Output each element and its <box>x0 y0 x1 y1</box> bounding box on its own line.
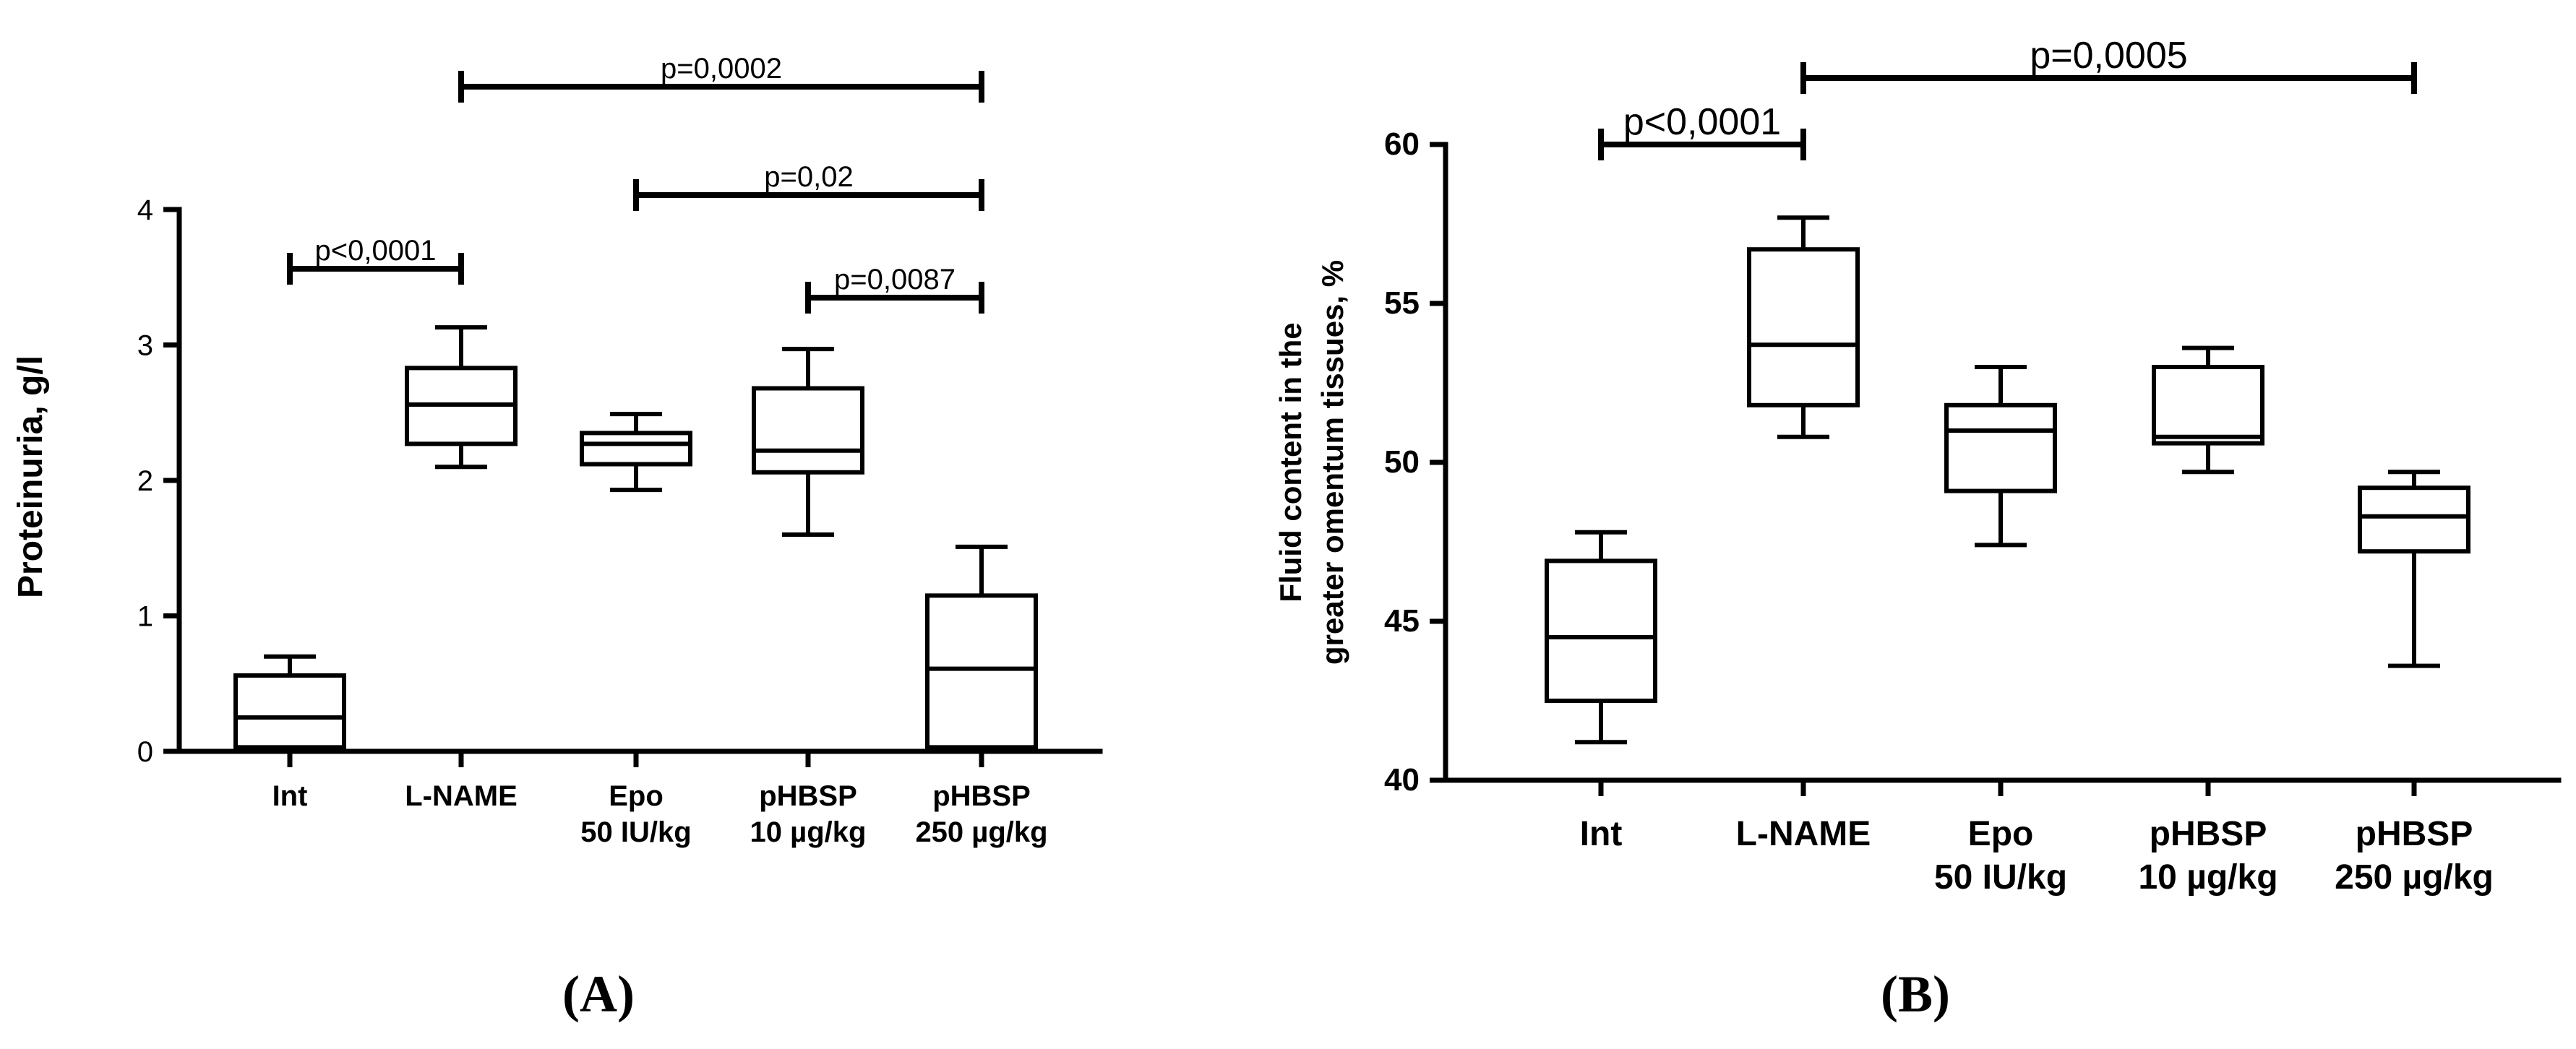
y-axis-label: Fluid content in the greater omentum tiss… <box>1274 260 1349 665</box>
category-label: 50 IU/kg <box>1934 858 2067 897</box>
significance-bracket: p=0,0087 <box>805 264 984 314</box>
iqr-box <box>1545 558 1657 704</box>
box-plot <box>405 325 518 470</box>
p-value-label: p<0,0001 <box>1623 101 1781 143</box>
category-label: 10 µg/kg <box>750 816 867 848</box>
category-label: Epo <box>609 780 664 812</box>
p-value-label: p=0,02 <box>764 161 853 193</box>
y-tick-label: 1 <box>137 601 153 633</box>
box-plot <box>925 544 1038 751</box>
category-label: L-NAME <box>1736 815 1871 853</box>
category-label: pHBSP <box>932 780 1031 812</box>
iqr-box <box>1944 402 2057 493</box>
panel-label: (A) <box>562 965 635 1023</box>
significance-bracket: p=0,02 <box>633 161 984 211</box>
category-label: 250 µg/kg <box>915 816 1047 848</box>
box-plot <box>1545 530 1657 745</box>
chart-panel-a: 0 1 2 3 4 Proteinuria, g/l Int L-NAME Epo 50 IU/k… <box>12 53 1103 1023</box>
y-axis-label: Proteinuria, g/l <box>12 355 50 598</box>
iqr-box <box>580 431 692 467</box>
chart-panel-b: 40 45 50 55 60 Fluid content in the greater om… <box>1274 35 2562 1023</box>
iqr-box <box>752 386 864 475</box>
category-label: 250 µg/kg <box>2335 858 2494 897</box>
box-plot <box>1944 365 2057 548</box>
p-value-label: p<0,0001 <box>315 235 437 267</box>
iqr-box <box>233 673 346 750</box>
panel-label: (B) <box>1881 965 1950 1023</box>
y-tick-label: 2 <box>137 465 153 497</box>
category-label: L-NAME <box>405 780 518 812</box>
p-value-label: p=0,0002 <box>661 53 782 85</box>
y-tick-label: 50 <box>1384 444 1420 480</box>
category-label: Int <box>1580 815 1623 853</box>
box-plot <box>233 654 346 751</box>
category-label: Int <box>272 780 308 812</box>
y-tick-label: 0 <box>137 736 153 768</box>
iqr-box <box>1747 247 1860 407</box>
iqr-box <box>2358 485 2470 554</box>
box-plot <box>2152 345 2264 475</box>
iqr-box <box>925 593 1038 750</box>
box-plot <box>2358 470 2470 668</box>
category-label: Epo <box>1968 815 2034 853</box>
category-label: pHBSP <box>2150 815 2267 853</box>
significance-bracket: p<0,0001 <box>1598 101 1806 160</box>
y-tick-label: 55 <box>1384 285 1420 321</box>
box-plot <box>580 412 692 493</box>
y-tick-label: 3 <box>137 330 153 362</box>
significance-bracket: p=0,0005 <box>1800 35 2417 94</box>
box-plot <box>752 347 864 537</box>
category-label: 50 IU/kg <box>580 816 691 848</box>
y-axis-label-line: greater omentum tissues, % <box>1315 260 1349 665</box>
category-label: 10 µg/kg <box>2138 858 2277 897</box>
y-axis-label-line: Fluid content in the <box>1274 322 1308 602</box>
y-tick-label: 40 <box>1384 762 1420 798</box>
category-label: pHBSP <box>2356 815 2473 853</box>
p-value-label: p=0,0005 <box>2030 35 2187 77</box>
y-tick-label: 45 <box>1384 603 1420 639</box>
significance-bracket: p<0,0001 <box>287 235 464 285</box>
box-plot <box>1747 215 1860 439</box>
y-tick-label: 4 <box>137 194 153 226</box>
y-tick-label: 60 <box>1384 126 1420 162</box>
category-label: pHBSP <box>759 780 857 812</box>
iqr-box <box>2152 365 2264 446</box>
significance-bracket: p=0,0002 <box>458 53 984 103</box>
p-value-label: p=0,0087 <box>834 264 956 295</box>
